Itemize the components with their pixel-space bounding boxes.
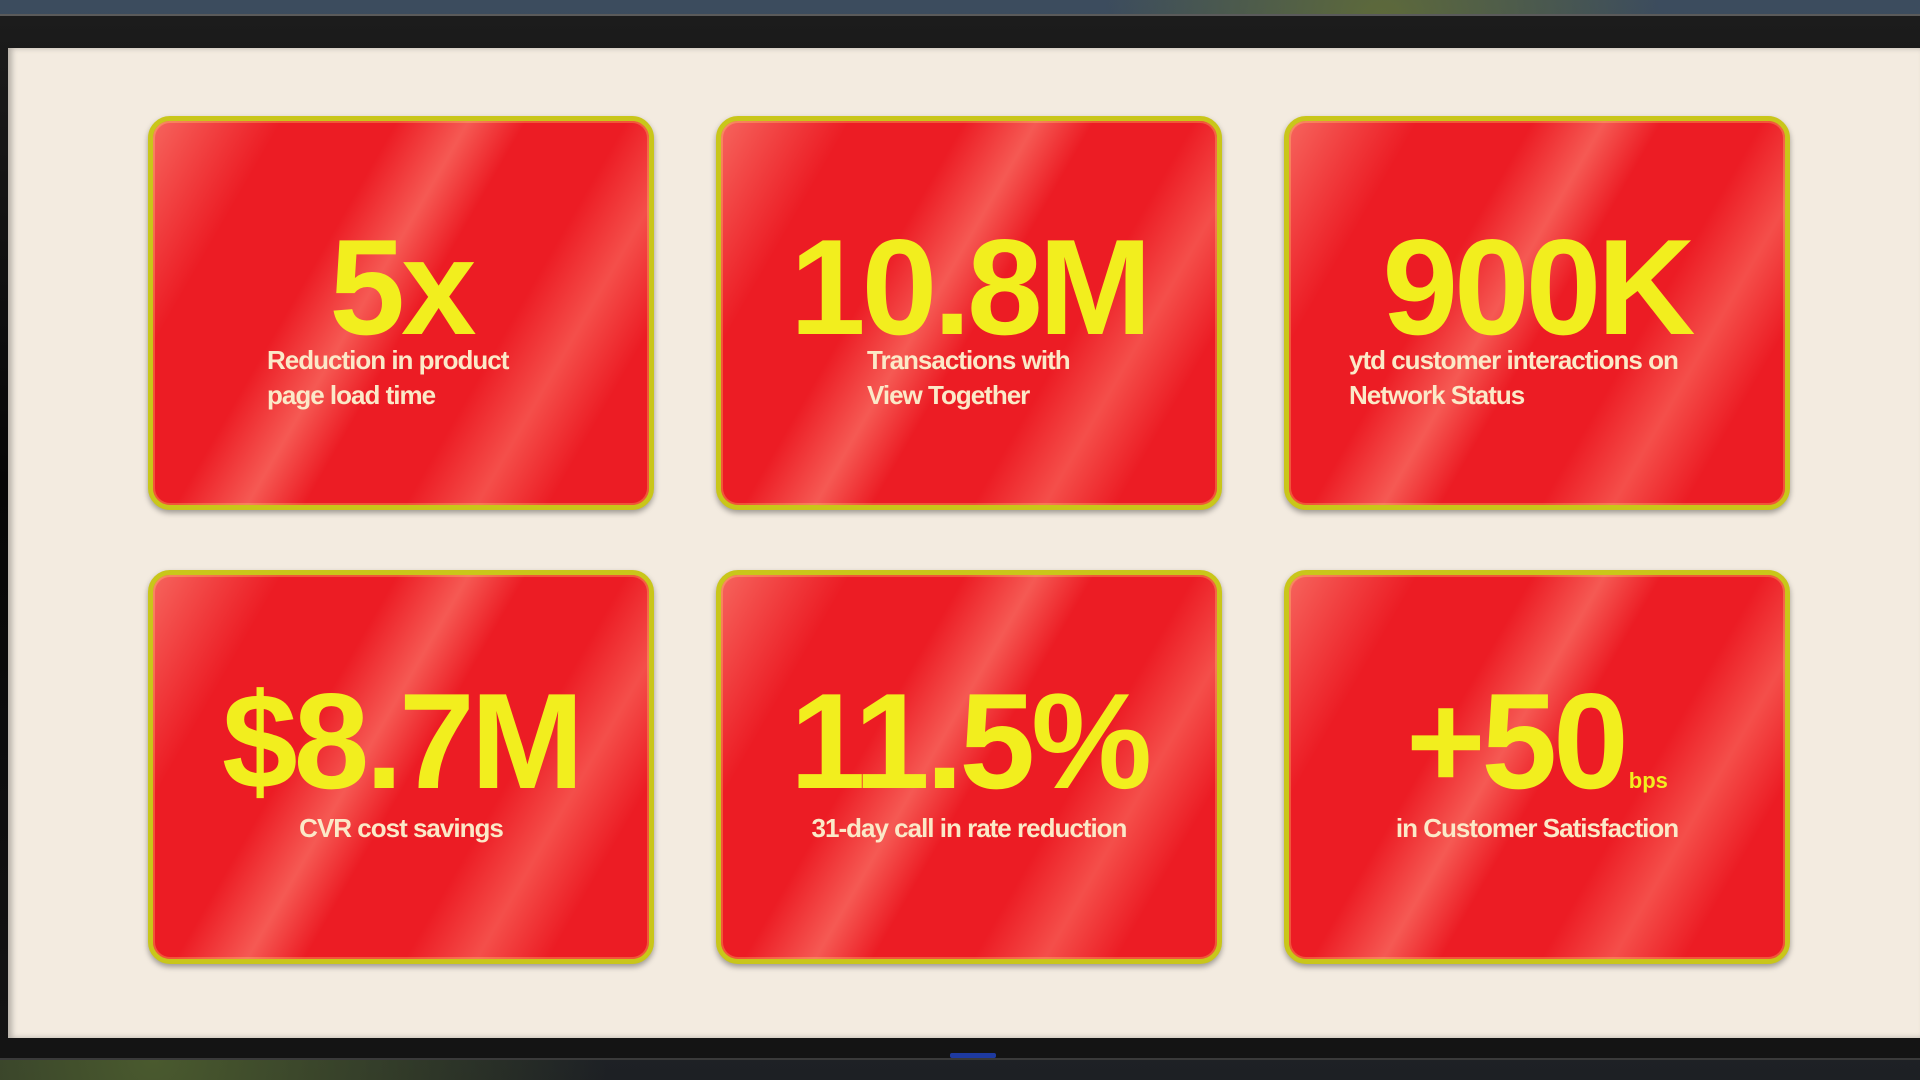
stat-value-unit: bps	[1628, 768, 1668, 793]
stat-label: Reduction in product page load time	[267, 343, 649, 413]
stat-value: 900K	[1382, 211, 1695, 363]
stat-tile-network-status: 900K ytd customer interactions on Networ…	[1284, 116, 1790, 510]
stat-label-line: ytd customer interactions on	[1349, 345, 1679, 375]
stat-value: 10.8M	[790, 211, 1152, 363]
stat-tile-customer-satisfaction: +50 bps in Customer Satisfaction	[1284, 570, 1790, 964]
stat-label-line: Reduction in product	[267, 345, 509, 375]
stat-label-line: View Together	[867, 380, 1030, 410]
stat-label: Transactions with View Together	[867, 343, 1217, 413]
stat-value: 11.5%	[789, 665, 1152, 817]
stat-label-line: page load time	[267, 380, 436, 410]
tv-frame: 5x Reduction in product page load time 1…	[0, 14, 1920, 1060]
stat-label-line: Network Status	[1349, 380, 1525, 410]
stat-tile-view-together: 10.8M Transactions with View Together	[716, 116, 1222, 510]
stat-label-line: 31-day call in rate reduction	[811, 813, 1128, 843]
stat-label: CVR cost savings	[153, 811, 649, 846]
stat-label-line: in Customer Satisfaction	[1395, 813, 1679, 843]
stat-label-line: CVR cost savings	[299, 813, 504, 843]
stat-value: +50 bps	[1289, 673, 1785, 809]
stat-value: $8.7M	[222, 665, 584, 817]
stat-tile-cost-savings: $8.7M CVR cost savings	[148, 570, 654, 964]
stat-label-line: Transactions with	[867, 345, 1071, 375]
stat-label: in Customer Satisfaction	[1289, 811, 1785, 846]
stat-tile-load-time: 5x Reduction in product page load time	[148, 116, 654, 510]
stat-label: 31-day call in rate reduction	[721, 811, 1217, 846]
stat-label: ytd customer interactions on Network Sta…	[1349, 343, 1785, 413]
stat-value: 5x	[329, 211, 476, 363]
stat-value-number: +50	[1406, 665, 1629, 817]
display-screen: 5x Reduction in product page load time 1…	[8, 48, 1920, 1038]
stat-tile-call-in-rate: 11.5% 31-day call in rate reduction	[716, 570, 1222, 964]
